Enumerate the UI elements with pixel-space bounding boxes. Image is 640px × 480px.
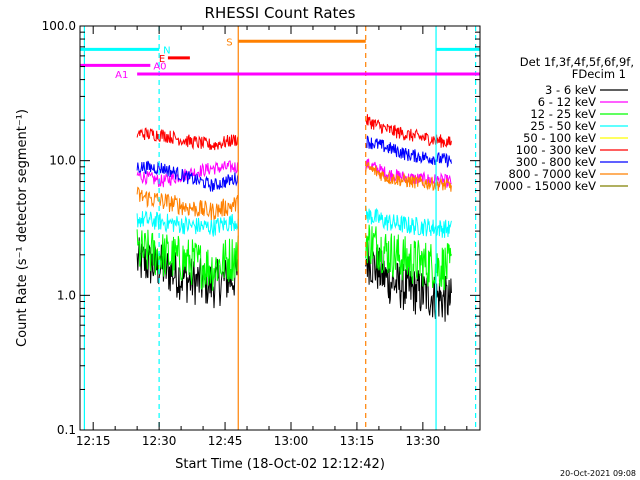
series-line-3-seg1 bbox=[136, 210, 239, 237]
legend-header-line-2: FDecim 1 bbox=[572, 67, 626, 81]
chart-title: RHESSI Count Rates bbox=[205, 4, 356, 22]
state-bar-label-S: S bbox=[226, 37, 232, 48]
legend-label-7: 800 - 7000 keV bbox=[508, 167, 596, 181]
marker-layer bbox=[83, 26, 477, 430]
state-bar-label-A1: A1 bbox=[115, 70, 128, 81]
series-line-1-seg1 bbox=[136, 160, 239, 188]
series-line-5-seg2 bbox=[365, 114, 452, 148]
legend-header-line-1: Det 1f,3f,4f,5f,6f,9f, bbox=[520, 55, 634, 69]
legend-label-2: 12 - 25 keV bbox=[530, 107, 596, 121]
state-bar-label-N: N bbox=[163, 45, 170, 56]
series-line-7-seg1 bbox=[136, 186, 239, 221]
legend-label-3: 25 - 50 keV bbox=[530, 119, 596, 133]
series-line-1-seg2 bbox=[365, 158, 452, 188]
legend-label-0: 3 - 6 keV bbox=[545, 83, 596, 97]
timestamp: 20-Oct-2021 09:08 bbox=[560, 469, 636, 478]
y-tick-label-3: 100.0 bbox=[42, 19, 76, 33]
plot-frame bbox=[79, 25, 481, 431]
x-tick-label-5: 13:30 bbox=[406, 434, 441, 448]
x-axis-label: Start Time (18-Oct-02 12:12:42) bbox=[175, 457, 385, 472]
legend-label-8: 7000 - 15000 keV bbox=[494, 179, 596, 193]
series-line-2-seg1 bbox=[136, 229, 239, 291]
legend-label-1: 6 - 12 keV bbox=[538, 95, 596, 109]
legend-label-5: 100 - 300 keV bbox=[516, 143, 596, 157]
series-layer bbox=[136, 114, 452, 322]
y-axis-label: Count Rate (s⁻¹ detector segment⁻¹) bbox=[15, 109, 30, 347]
legend-label-6: 300 - 800 keV bbox=[516, 155, 596, 169]
series-line-0-seg2 bbox=[365, 240, 452, 322]
x-tick-label-4: 13:15 bbox=[340, 434, 375, 448]
x-tick-label-3: 13:00 bbox=[274, 434, 309, 448]
series-line-6-seg1 bbox=[136, 160, 239, 192]
x-tick-label-1: 12:30 bbox=[142, 434, 177, 448]
y-tick-label-1: 1.0 bbox=[57, 288, 76, 302]
legend: Det 1f,3f,4f,5f,6f,9f, FDecim 1 3 - 6 ke… bbox=[494, 55, 634, 193]
state-bar-label-A0: A0 bbox=[153, 61, 166, 72]
series-line-6-seg2 bbox=[365, 135, 452, 169]
legend-label-4: 50 - 100 keV bbox=[523, 131, 596, 145]
series-line-2-seg2 bbox=[365, 224, 452, 291]
tick-layer: 12:15 12:30 12:45 13:00 13:15 13:30 0.1 1.0 10.0… bbox=[42, 19, 480, 448]
x-tick-label-0: 12:15 bbox=[76, 434, 111, 448]
series-line-5-seg1 bbox=[136, 127, 239, 151]
y-tick-label-2: 10.0 bbox=[49, 154, 76, 168]
y-tick-label-0: 0.1 bbox=[57, 423, 76, 437]
series-line-3-seg2 bbox=[365, 205, 452, 238]
series-line-0-seg1 bbox=[136, 237, 239, 309]
attenuator-bar-layer: NE S A0 A1 bbox=[80, 37, 480, 81]
series-line-7-seg2 bbox=[365, 162, 452, 192]
x-tick-label-2: 12:45 bbox=[208, 434, 243, 448]
state-bar-label-E: E bbox=[159, 54, 165, 65]
